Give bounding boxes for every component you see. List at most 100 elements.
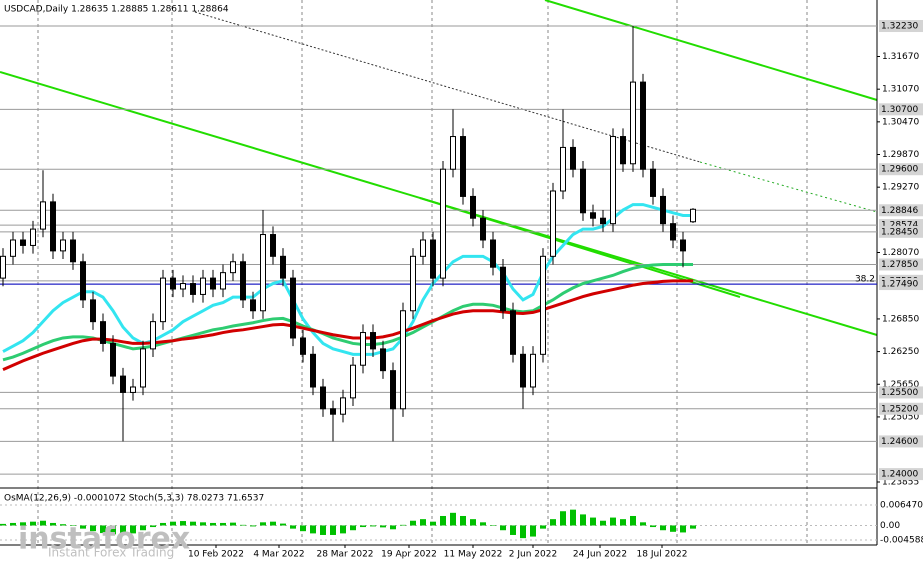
candle-body (210, 277, 216, 290)
level-box (879, 163, 923, 176)
y-tick-label: 1.26850 (882, 314, 919, 324)
osma-bar (150, 525, 156, 528)
osma-bar (320, 525, 326, 535)
osma-bar (340, 525, 346, 534)
y-tick-label: 1.25050 (882, 412, 919, 422)
dotted-trend (699, 161, 878, 213)
x-tick-label: 18 Jul 2022 (637, 550, 688, 560)
osma-bar (550, 519, 556, 526)
y-tick-label: 1.29870 (882, 150, 919, 160)
x-tick-label: 24 Jun 2022 (573, 550, 627, 560)
candle-body (80, 261, 86, 301)
level-box (879, 204, 923, 217)
candle-body (510, 310, 516, 355)
level-box (879, 225, 923, 238)
x-tick-label: 19 Apr 2022 (381, 550, 437, 560)
osma-bar (30, 521, 36, 526)
candle-body (490, 239, 496, 268)
osma-bar (360, 525, 366, 528)
osma-bar (180, 521, 186, 526)
osma-bar (480, 522, 486, 526)
osma-bar (260, 522, 266, 526)
level-label: 1.27490 (881, 280, 918, 290)
candle-body (30, 228, 36, 246)
osma-bar (590, 517, 596, 526)
candle-body (130, 386, 136, 393)
level-box (879, 103, 923, 116)
level-box (879, 278, 923, 291)
level-label: 1.25200 (881, 404, 918, 414)
chart-title: USDCAD,Daily 1.28635 1.28885 1.28611 1.2… (4, 5, 229, 15)
candle-body (610, 136, 616, 225)
candle-body (600, 217, 606, 225)
candle-body (460, 136, 466, 197)
y-tick-label: 1.28070 (882, 248, 919, 258)
candle-body (620, 136, 626, 165)
channel-line (544, 0, 878, 101)
osma-bar (300, 525, 306, 532)
osma-bar (470, 519, 476, 526)
candle-body (480, 217, 486, 241)
candle-body (120, 375, 126, 393)
candle-body (660, 195, 666, 225)
osma-bar (0, 523, 6, 526)
candle-body (360, 332, 366, 366)
osma-bar (200, 522, 206, 526)
candle-body (320, 386, 326, 410)
moving-average (2, 262, 693, 362)
osma-bar (580, 514, 586, 526)
osc-tick-label: 0.00 (880, 521, 900, 531)
x-tick-label: 10 Feb 2022 (188, 550, 244, 560)
osma-bar (440, 515, 446, 526)
candle-body (40, 201, 46, 230)
osma-bar (530, 525, 536, 537)
candle-body (430, 239, 436, 279)
candle-body (110, 342, 116, 377)
candle-body (90, 299, 96, 323)
candle-body (260, 234, 266, 312)
x-tick-label: 2 Jun 2022 (509, 550, 557, 560)
osma-bar (280, 523, 286, 526)
candle-body (280, 255, 286, 279)
candle-body (380, 348, 386, 372)
level-label: 1.27850 (881, 260, 918, 270)
osma-bar (70, 525, 76, 526)
osma-bar (640, 522, 646, 526)
moving-average (2, 203, 693, 356)
y-tick-label: 1.26250 (882, 347, 919, 357)
osma-bar (410, 520, 416, 526)
x-tick-label: 11 May 2022 (444, 550, 503, 560)
osma-bar (510, 525, 516, 535)
osma-bar (570, 509, 576, 526)
candle-body (270, 234, 276, 257)
osma-bar (130, 525, 136, 534)
level-box (879, 258, 923, 271)
osma-bar (40, 520, 46, 526)
candle-body (670, 223, 676, 241)
osma-bar (240, 524, 246, 526)
osma-bar (520, 525, 526, 539)
candle-body (690, 208, 696, 223)
fib-label: 38.2 (855, 275, 875, 285)
candle-body (570, 146, 576, 170)
level-label: 1.28450 (881, 227, 918, 237)
osma-bar (170, 521, 176, 526)
candle-body (180, 283, 186, 290)
osma-bar (420, 519, 426, 526)
level-label: 1.29600 (881, 165, 918, 175)
candle-body (310, 353, 316, 388)
candle-body (390, 370, 396, 410)
osma-bar (540, 525, 546, 529)
candle-body (520, 353, 526, 388)
candle-body (530, 353, 536, 388)
osma-bar (100, 525, 106, 534)
osma-bar (330, 525, 336, 535)
osma-bar (20, 522, 26, 526)
osma-bar (560, 511, 566, 526)
osma-bar (460, 515, 466, 526)
y-tick-label: 1.25650 (882, 380, 919, 390)
osma-bar (80, 525, 86, 529)
level-label: 1.25500 (881, 388, 918, 398)
candle-body (450, 136, 456, 170)
